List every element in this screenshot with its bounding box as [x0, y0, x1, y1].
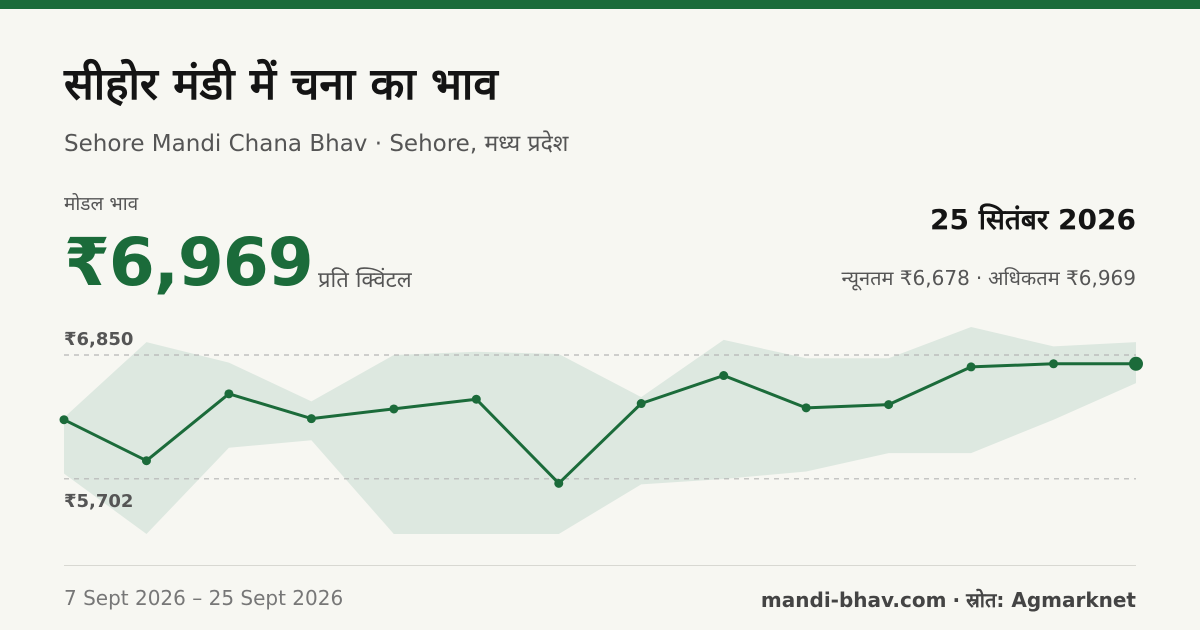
price-chart: ₹6,850 ₹5,702 [59, 327, 1143, 534]
data-point [966, 362, 976, 372]
footer-separator: · [952, 588, 961, 612]
range-separator: · [975, 266, 983, 290]
min-price: न्यूनतम ₹6,678 [841, 266, 970, 290]
modal-price-value: ₹6,969 [64, 224, 314, 301]
data-point [884, 400, 894, 410]
footer-divider [64, 565, 1136, 566]
data-point [554, 478, 564, 488]
latest-point [1129, 356, 1143, 371]
data-point [636, 399, 646, 409]
data-point [471, 394, 481, 404]
min-max-band [64, 327, 1136, 534]
max-price: अधिकतम ₹6,969 [988, 266, 1136, 290]
top-accent-bar [0, 0, 1200, 9]
footer-credit: mandi-bhav.com · स्रोत: Agmarknet [761, 586, 1136, 613]
data-point [719, 371, 729, 381]
page-subtitle: Sehore Mandi Chana Bhav · Sehore, मध्य प… [64, 131, 569, 157]
data-point [801, 403, 811, 413]
price-date: 25 सितंबर 2026 [930, 203, 1136, 236]
data-point [59, 415, 69, 425]
reference-label: ₹6,850 [64, 329, 133, 350]
data-point [389, 404, 399, 414]
page-title: सीहोर मंडी में चना का भाव [64, 59, 498, 110]
modal-price-line [63, 362, 1136, 485]
data-source: स्रोत: Agmarknet [966, 588, 1136, 612]
data-point [141, 456, 151, 466]
data-point [306, 414, 316, 424]
price-unit: प्रति क्विंटल [318, 268, 412, 293]
data-point [1049, 359, 1059, 369]
data-point [224, 389, 234, 399]
date-range: 7 Sept 2026 – 25 Sept 2026 [64, 586, 344, 610]
reference-label: ₹5,702 [64, 491, 133, 512]
site-link[interactable]: mandi-bhav.com [760, 588, 947, 612]
modal-price-label: मोडल भाव [64, 193, 139, 215]
min-max-range: न्यूनतम ₹6,678 · अधिकतम ₹6,969 [842, 264, 1137, 291]
